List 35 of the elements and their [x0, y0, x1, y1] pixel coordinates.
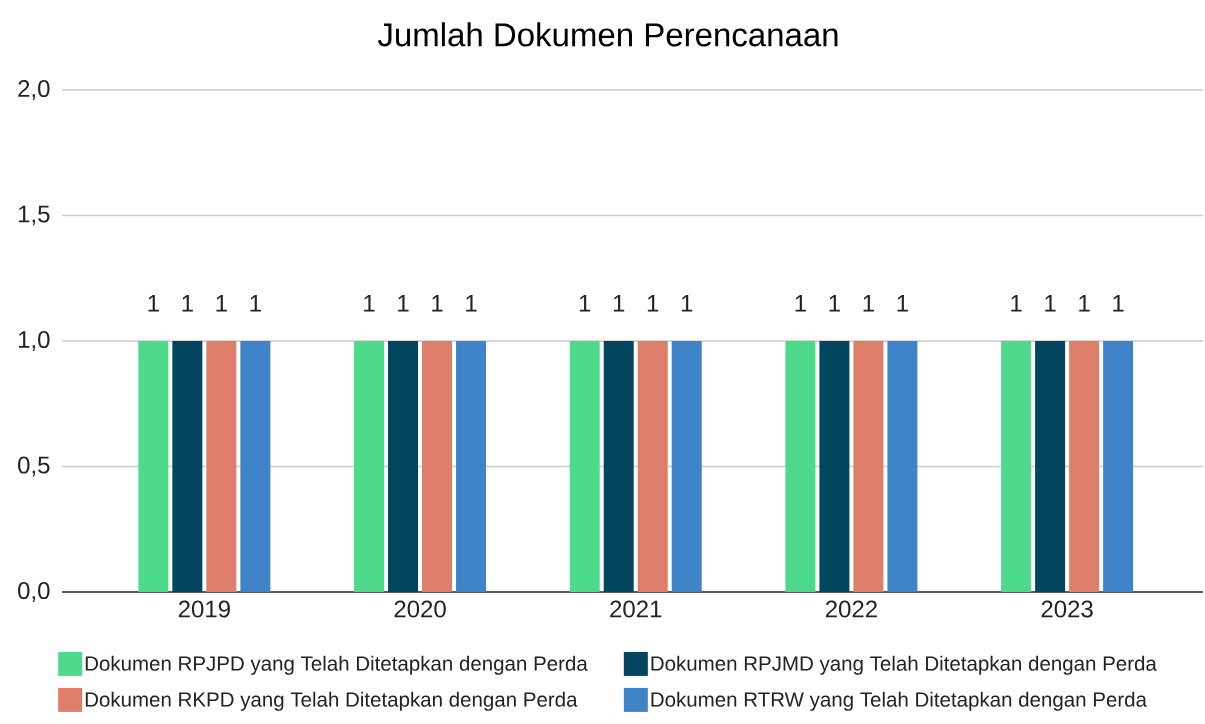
data-label: 1 [897, 294, 908, 312]
x-tick-label: 2022 [825, 600, 877, 618]
data-label: 1 [681, 294, 693, 312]
data-label: 1 [613, 294, 625, 312]
data-label: 1 [364, 294, 375, 312]
legend-label: Dokumen RTRW yang Telah Ditetapkan dengan Perda [651, 691, 1147, 711]
x-tick-label: 2019 [178, 600, 230, 618]
y-tick-label: 1,5 [18, 205, 50, 226]
x-tick-label: 2020 [394, 600, 446, 618]
x-tick-label: 2023 [1041, 600, 1093, 618]
data-label: 1 [398, 294, 409, 312]
data-label: 1 [647, 294, 659, 312]
data-label: 1 [1011, 294, 1022, 312]
data-label: 1 [1045, 294, 1056, 312]
data-label: 1 [182, 294, 193, 312]
data-label: 1 [863, 294, 874, 312]
legend-label: Dokumen RPJMD yang Telah Ditetapkan dengan Perda [651, 655, 1157, 675]
x-tick-label: 2021 [610, 600, 662, 618]
data-label: 1 [1079, 294, 1090, 312]
y-tick-label: 0,0 [18, 582, 50, 602]
y-tick-label: 1,0 [18, 331, 50, 351]
data-label: 1 [432, 294, 443, 312]
data-label: 1 [148, 294, 159, 312]
data-label: 1 [250, 294, 261, 312]
data-label: 1 [466, 294, 477, 312]
legend-label: Dokumen RPJPD yang Telah Ditetapkan dengan Perda [85, 655, 588, 675]
legend-label: Dokumen RKPD yang Telah Ditetapkan dengan Perda [85, 691, 578, 711]
data-label: 1 [1113, 294, 1124, 312]
data-label: 1 [216, 294, 227, 312]
data-label: 1 [795, 294, 806, 312]
data-label: 1 [829, 294, 840, 312]
chart-title: Jumlah Dokumen Perencanaan [377, 22, 838, 47]
y-tick-label: 0,5 [18, 456, 50, 477]
y-tick-label: 2,0 [18, 80, 50, 100]
data-label: 1 [579, 294, 591, 312]
